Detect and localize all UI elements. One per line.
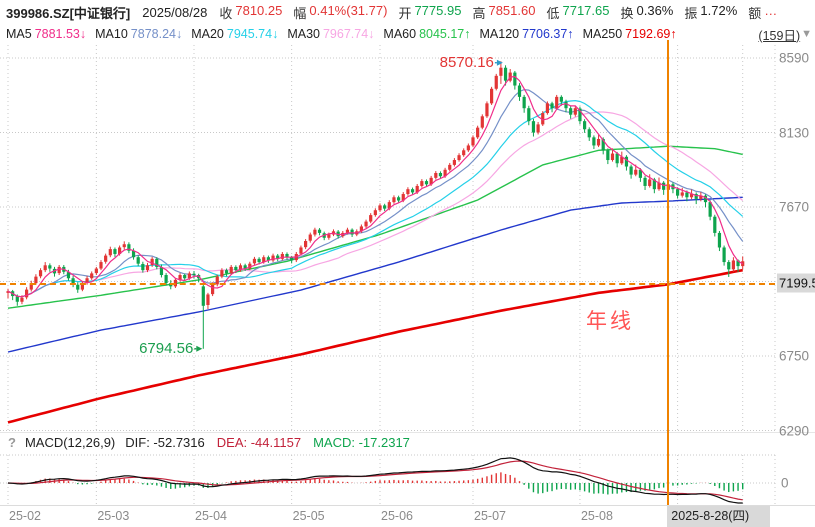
x-axis-label: 25-07 [474,509,506,523]
x-axis-label: 25-03 [97,509,130,523]
price-axis-label: 6750 [779,348,810,364]
quote-field: 低 7717.65 [546,2,610,21]
ma-value-ma60: MA60 8045.17↑ [383,27,471,41]
quote-field: 高 7851.60 [472,2,536,21]
macd-zero-label: 0 [781,475,789,491]
x-axis-label: 25-06 [381,509,413,523]
macd-header: ? MACD(12,26,9) DIF: -52.7316 DEA: -44.1… [0,433,815,451]
year-line-annotation: 年线 [586,310,634,333]
macd-chart[interactable] [0,452,815,505]
x-axis-label: 25-02 [9,509,41,523]
price-axis-label: 7670 [779,199,810,215]
quote-field: 收 7810.25 [219,2,283,21]
ma10-line [7,88,744,298]
ma60-line [7,145,743,309]
ma120-line [7,196,743,353]
ma-value-ma120: MA120 7706.37↑ [479,27,574,41]
quote-field: 振 1.72% [684,2,738,21]
ma-values: MA5 7881.53↓ MA10 7878.24↓ MA20 7945.74↓ MA30 7… [6,27,686,41]
quote-field: 幅 0.41%(31.77) [293,2,388,21]
dif-line [7,457,743,504]
ma30-line [7,111,744,298]
price-axis-label: 6290 [779,423,810,438]
ma-value-ma20: MA20 7945.74↓ [191,27,279,41]
x-axis-label: 25-08 [580,509,613,523]
x-axis-label: 25-04 [195,509,227,523]
period-label: (159日) [758,28,801,43]
x-axis-label: 25-05 [292,509,325,523]
ma-value-ma10: MA10 7878.24↓ [95,27,183,41]
quote-fields: 收 7810.25 幅 0.41%(31.77) 开 7775.95 高 7851.60 低 77… [219,3,788,22]
help-icon[interactable]: ? [8,434,16,450]
quote-field: 换 0.36% [620,2,674,21]
crosshair-date-box: 2025-8-28(四) [667,506,771,527]
period-selector[interactable]: (159日) ▼ [758,25,815,44]
quote-field: 额… [748,2,778,21]
ma-value-ma250: MA250 7192.69↑ [582,27,677,41]
ma-bar: MA5 7881.53↓ MA10 7878.24↓ MA20 7945.74↓ MA30 7… [0,24,815,44]
macd-dif-value: DIF: -52.7316 [125,434,205,450]
ma250-line [7,268,743,424]
price-axis-label: 8590 [779,50,810,66]
chevron-down-icon: ▼ [801,28,812,40]
time-axis: 2025-8-28(四) 25-02 25-03 25-04 25-05 25-06 25… [0,505,815,527]
dea-line [7,460,743,501]
candles-layer [6,61,745,349]
candlestick-chart[interactable]: 8570.16 6794.56 [0,45,815,432]
quote-date: 2025/08/28 [142,4,208,20]
grid-lines [7,45,776,432]
symbol-title: 399986.SZ[中证银行] [6,5,131,21]
macd-title: MACD(12,26,9) [24,434,116,450]
ma5-line [7,75,744,298]
crosshair-horizontal-line [0,283,775,286]
quote-field: 开 7775.95 [398,2,462,21]
lowest-price-label: 6794.56 [139,340,193,357]
macd-dea-value: DEA: -44.1157 [216,434,302,450]
crosshair-price-box: 7199.5 [777,273,815,293]
panel-divider [0,432,815,433]
macd-macd-value: MACD: -17.2317 [313,434,410,450]
crosshair-vertical-line [667,40,670,505]
ma-value-ma30: MA30 7967.74↓ [287,27,375,41]
highest-price-label: 8570.16 [440,54,494,71]
price-axis-label: 8130 [779,125,810,140]
ma20-line [7,99,744,298]
ma-value-ma5: MA5 7881.53↓ [6,27,87,41]
quote-header: 399986.SZ[中证银行] 2025/08/28 收 7810.25 幅 0.41… [0,0,815,24]
